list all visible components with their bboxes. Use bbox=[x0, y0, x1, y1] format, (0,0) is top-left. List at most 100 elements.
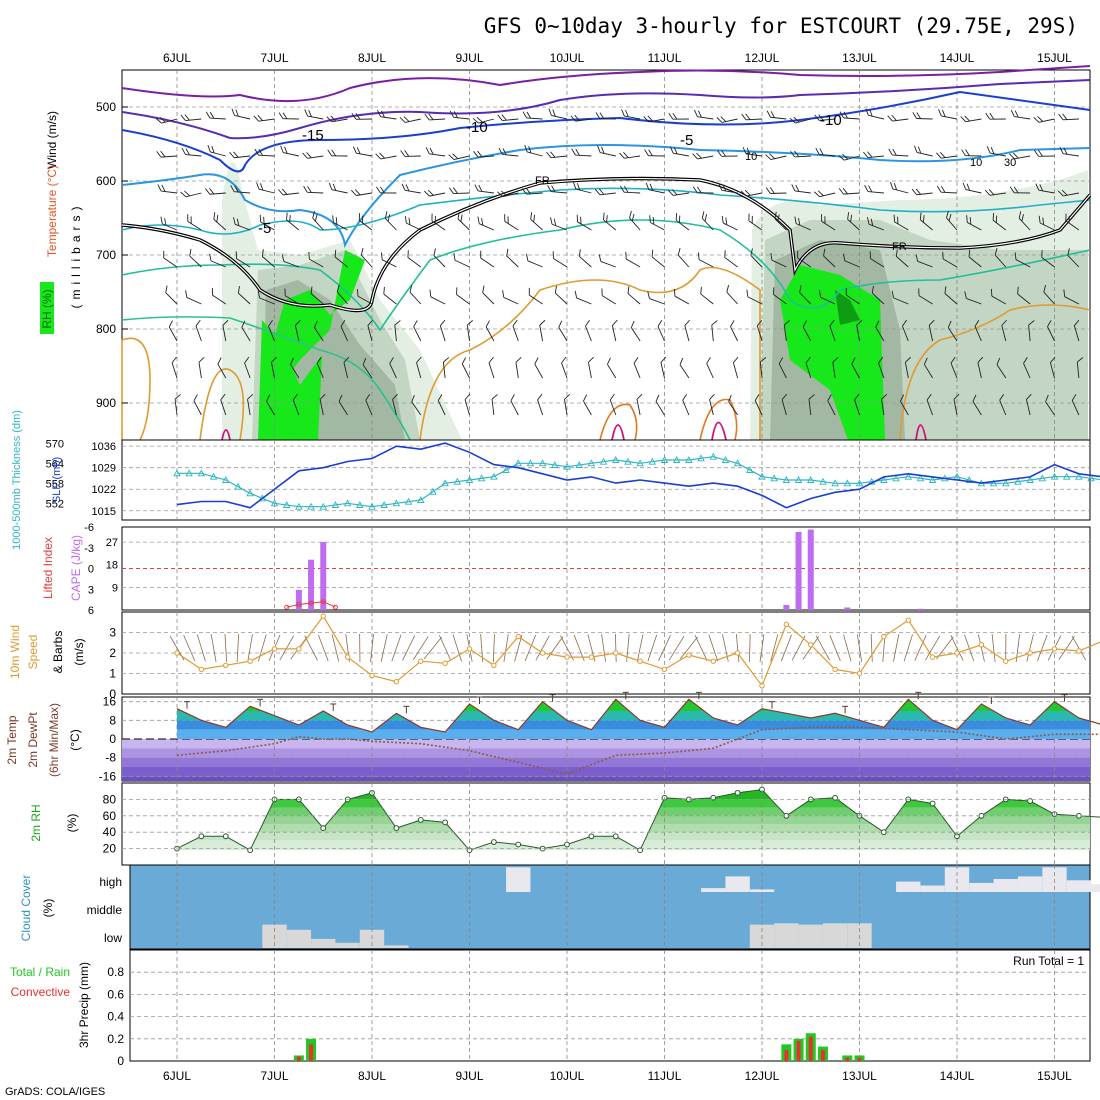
wind-barb bbox=[854, 393, 860, 416]
wind-barb-staff bbox=[746, 153, 763, 157]
contour-minus15 bbox=[121, 79, 1091, 140]
wind-barb bbox=[717, 150, 738, 157]
thickness-marker bbox=[965, 476, 973, 483]
surface-wind-barb bbox=[770, 634, 779, 662]
wind-barb-flag bbox=[216, 214, 219, 223]
wind-barb-flag bbox=[815, 147, 820, 155]
top-date-label: 6JUL bbox=[163, 51, 191, 65]
wind-barb bbox=[352, 146, 373, 157]
wind-barb-staff bbox=[893, 297, 909, 305]
wind-barb bbox=[748, 213, 763, 231]
wind-barb bbox=[802, 320, 812, 342]
wind-barb-staff bbox=[947, 327, 958, 342]
wind-barb bbox=[742, 147, 763, 157]
wind-barb bbox=[546, 151, 568, 159]
thickness-tick: 570 bbox=[46, 438, 64, 450]
wind-barb-flag bbox=[756, 319, 763, 326]
thickness-marker bbox=[429, 487, 437, 495]
wind-barb bbox=[362, 357, 373, 379]
contour-label-minus15: -15 bbox=[302, 127, 324, 144]
wind-barb bbox=[918, 288, 933, 305]
freezing-level-line-inner bbox=[121, 177, 1091, 311]
wind-barb bbox=[229, 151, 251, 159]
wind-barb-staff bbox=[633, 363, 641, 379]
wind-barb bbox=[163, 250, 178, 268]
wind-barb bbox=[607, 357, 617, 379]
wind-barb bbox=[953, 393, 960, 416]
wind-barb-flag bbox=[460, 214, 463, 222]
wind-barb bbox=[1010, 109, 1031, 120]
wind10-speed-marker bbox=[344, 654, 351, 660]
wind-barb-staff bbox=[453, 192, 470, 195]
wind-barb-flag bbox=[356, 289, 359, 297]
surface-wind-barb-staff bbox=[402, 635, 416, 661]
wind-barb-staff bbox=[356, 152, 373, 157]
wind-barb-staff bbox=[781, 399, 787, 416]
wind-barb-flag bbox=[839, 111, 844, 119]
wind-barb-flag bbox=[171, 356, 177, 364]
thickness-marker bbox=[234, 482, 242, 490]
slp-tick: 1022 bbox=[92, 484, 116, 496]
wind-barb-staff bbox=[407, 257, 422, 268]
wind-barb-staff bbox=[234, 191, 251, 194]
wind-barb-flag bbox=[558, 320, 563, 328]
wind-barb-flag bbox=[241, 320, 246, 328]
rh-marker bbox=[515, 841, 522, 848]
wind-barb-staff bbox=[316, 363, 324, 379]
wind-barb bbox=[497, 114, 519, 121]
wind-barb-staff bbox=[185, 118, 202, 122]
surface-wind-barb-staff bbox=[438, 635, 452, 661]
wind-barb-staff bbox=[416, 362, 422, 379]
wind-barb bbox=[794, 216, 811, 231]
wind-barb-staff bbox=[260, 221, 275, 231]
wind-barb-staff bbox=[600, 152, 616, 157]
wind-barb bbox=[303, 185, 324, 194]
cloud-low-bar bbox=[335, 942, 360, 948]
wind-barb-staff bbox=[795, 223, 811, 231]
pressure-tick: 500 bbox=[96, 100, 116, 114]
wind-barb bbox=[564, 393, 571, 416]
wind-barb-flag bbox=[623, 152, 629, 159]
thickness-marker bbox=[465, 476, 474, 483]
wind-barb-flag bbox=[984, 189, 991, 196]
wind-barb-staff bbox=[526, 192, 543, 195]
wind-barb-flag bbox=[281, 188, 288, 195]
wind-barb-staff bbox=[1065, 220, 1080, 231]
wind-barb-staff bbox=[868, 114, 885, 120]
wind-barb-flag bbox=[717, 150, 722, 157]
cloud-high-bar bbox=[896, 881, 921, 892]
wind-barb-flag bbox=[452, 187, 458, 194]
wind-barb-flag bbox=[928, 319, 935, 326]
wind-barb bbox=[449, 110, 470, 120]
wind-barb-flag bbox=[961, 149, 966, 156]
wind-barb-flag bbox=[700, 286, 702, 295]
cape-bar bbox=[844, 607, 851, 610]
wind-barb-staff bbox=[336, 291, 348, 305]
cloud-low-bar bbox=[774, 923, 799, 948]
surface-wind-barb-staff bbox=[815, 635, 831, 661]
thickness-marker bbox=[282, 501, 291, 508]
wind-barb-flag bbox=[838, 155, 845, 161]
bottom-date-label: 10JUL bbox=[550, 1069, 585, 1083]
rh-marker bbox=[1027, 798, 1034, 804]
wind10-label-1: 10m Wind bbox=[8, 625, 22, 679]
wind-barb-flag bbox=[502, 148, 507, 156]
pressure-axis-label: (millibars) bbox=[69, 202, 83, 309]
wind-barb-flag bbox=[895, 249, 898, 257]
wind-barb-flag bbox=[193, 394, 198, 402]
wind-barb bbox=[887, 114, 909, 122]
wind-barb-flag bbox=[295, 319, 301, 326]
thickness-marker bbox=[173, 469, 181, 477]
wind-barb-staff bbox=[577, 221, 592, 231]
wind-barb bbox=[185, 290, 202, 305]
wind-barb bbox=[461, 357, 470, 379]
wind-barb-flag bbox=[777, 214, 780, 222]
wind-barb-staff bbox=[917, 260, 933, 268]
thickness-marker bbox=[490, 472, 498, 480]
thickness-marker bbox=[1050, 472, 1059, 480]
wind-barb bbox=[709, 393, 715, 416]
wind-barb bbox=[257, 290, 275, 305]
temperature-tick: -8 bbox=[105, 751, 116, 765]
